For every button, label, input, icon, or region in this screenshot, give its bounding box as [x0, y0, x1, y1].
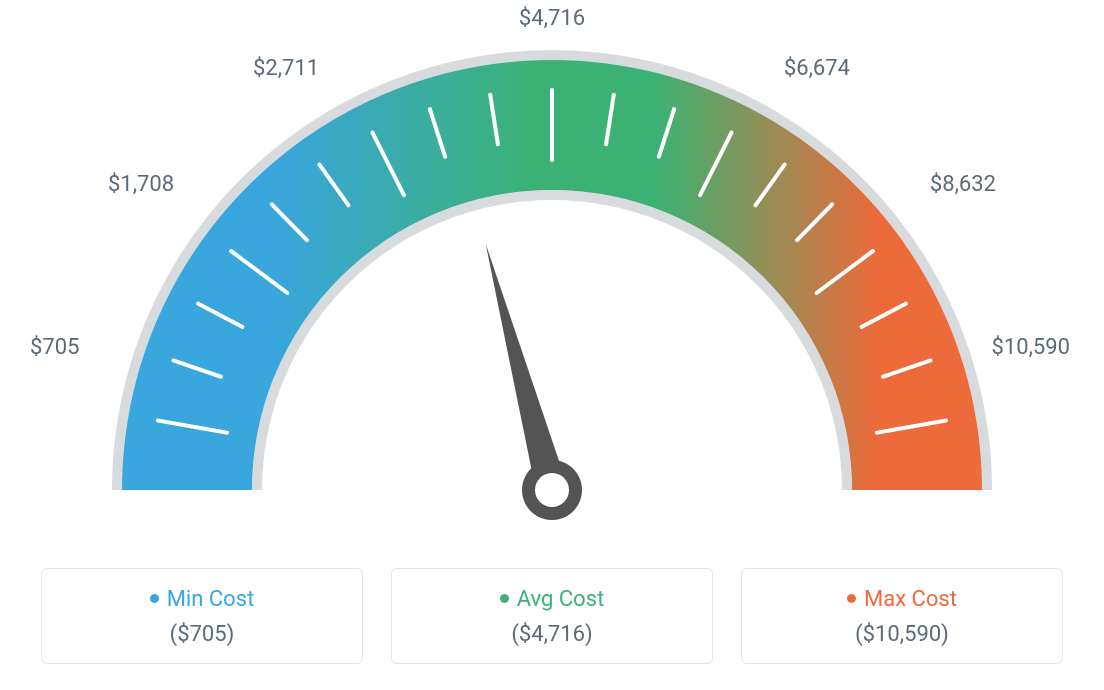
legend-value-max: ($10,590)	[742, 622, 1062, 647]
legend-card-avg: Avg Cost ($4,716)	[391, 568, 713, 664]
gauge-tick-label: $2,711	[253, 56, 319, 81]
legend-dot-max	[847, 594, 856, 603]
legend-value-avg: ($4,716)	[392, 622, 712, 647]
gauge-tick-labels: $705 $1,708 $2,711 $4,716 $6,674 $8,632 $10,59…	[0, 0, 1104, 560]
gauge-tick-label: $1,708	[108, 172, 174, 197]
legend-title-avg-text: Avg Cost	[517, 587, 605, 612]
gauge-tick-label: $8,632	[930, 172, 996, 197]
legend-title-avg: Avg Cost	[392, 587, 712, 612]
gauge-tick-label: $4,716	[519, 6, 585, 31]
legend-dot-avg	[500, 594, 509, 603]
gauge-tick-label: $705	[30, 335, 79, 360]
legend-title-max-text: Max Cost	[864, 587, 957, 612]
legend-dot-min	[150, 594, 159, 603]
legend-title-max: Max Cost	[742, 587, 1062, 612]
legend-value-min: ($705)	[42, 622, 362, 647]
gauge-tick-label: $10,590	[991, 335, 1070, 360]
gauge-chart: $705 $1,708 $2,711 $4,716 $6,674 $8,632 $10,59…	[0, 0, 1104, 560]
legend-row: Min Cost ($705) Avg Cost ($4,716) Max Co…	[0, 568, 1104, 664]
legend-card-max: Max Cost ($10,590)	[741, 568, 1063, 664]
legend-title-min: Min Cost	[42, 587, 362, 612]
gauge-tick-label: $6,674	[784, 56, 850, 81]
legend-title-min-text: Min Cost	[167, 587, 255, 612]
legend-card-min: Min Cost ($705)	[41, 568, 363, 664]
